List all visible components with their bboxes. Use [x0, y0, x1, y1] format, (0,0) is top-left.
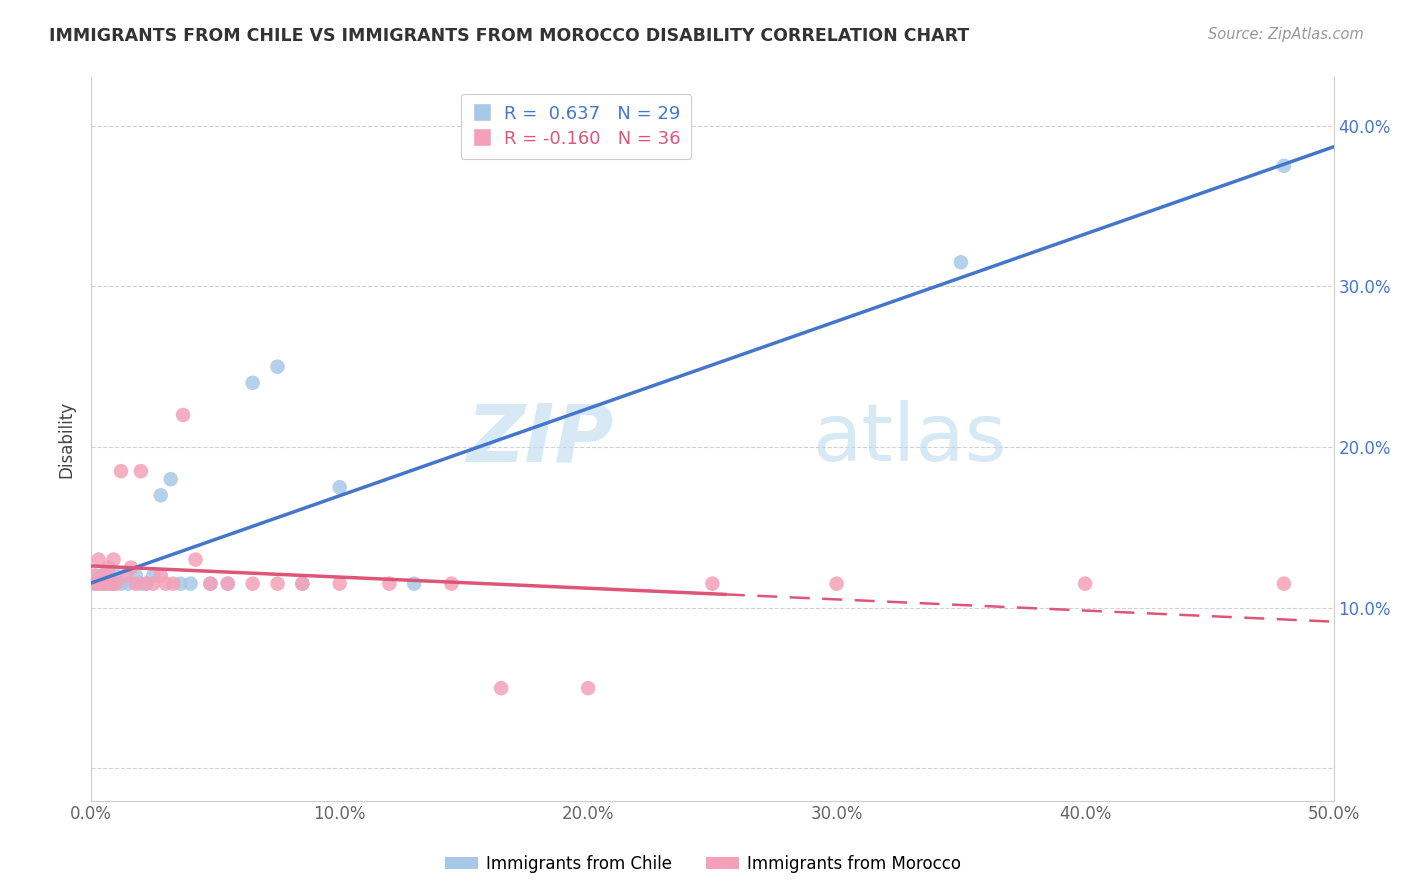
Point	[266, 576, 288, 591]
Point	[440, 576, 463, 591]
Point	[242, 376, 264, 390]
Point	[105, 576, 128, 591]
Point	[97, 560, 120, 574]
Point	[242, 576, 264, 591]
Point	[84, 576, 107, 591]
Point	[1272, 159, 1295, 173]
Point	[217, 576, 239, 591]
Point	[159, 472, 181, 486]
Point	[135, 576, 157, 591]
Point	[90, 568, 112, 582]
Point	[129, 576, 152, 591]
Point	[1272, 576, 1295, 591]
Point	[110, 464, 132, 478]
Point	[329, 480, 352, 494]
Point	[949, 255, 972, 269]
Legend: R =  0.637   N = 29, R = -0.160   N = 36: R = 0.637 N = 29, R = -0.160 N = 36	[461, 94, 692, 159]
Point	[169, 576, 191, 591]
Point	[200, 576, 222, 591]
Point	[180, 576, 202, 591]
Point	[83, 568, 105, 582]
Point	[93, 576, 115, 591]
Point	[90, 576, 112, 591]
Point	[155, 576, 177, 591]
Point	[149, 488, 172, 502]
Point	[83, 576, 105, 591]
Point	[291, 576, 314, 591]
Point	[825, 576, 848, 591]
Point	[184, 552, 207, 566]
Point	[103, 552, 125, 566]
Point	[115, 568, 138, 582]
Point	[329, 576, 352, 591]
Point	[117, 576, 139, 591]
Point	[94, 576, 117, 591]
Point	[1074, 576, 1097, 591]
Point	[149, 568, 172, 582]
Point	[125, 576, 148, 591]
Point	[103, 576, 125, 591]
Text: atlas: atlas	[811, 400, 1007, 478]
Point	[291, 576, 314, 591]
Point	[125, 568, 148, 582]
Point	[120, 560, 142, 574]
Text: Source: ZipAtlas.com: Source: ZipAtlas.com	[1208, 27, 1364, 42]
Point	[378, 576, 401, 591]
Point	[105, 568, 128, 582]
Point	[142, 576, 165, 591]
Point	[135, 576, 157, 591]
Point	[97, 568, 120, 582]
Point	[87, 552, 110, 566]
Text: IMMIGRANTS FROM CHILE VS IMMIGRANTS FROM MOROCCO DISABILITY CORRELATION CHART: IMMIGRANTS FROM CHILE VS IMMIGRANTS FROM…	[49, 27, 970, 45]
Point	[489, 681, 512, 695]
Point	[266, 359, 288, 374]
Point	[100, 576, 122, 591]
Point	[162, 576, 184, 591]
Point	[110, 576, 132, 591]
Point	[87, 576, 110, 591]
Point	[217, 576, 239, 591]
Text: ZIP: ZIP	[465, 400, 613, 478]
Point	[172, 408, 194, 422]
Point	[100, 576, 122, 591]
Point	[200, 576, 222, 591]
Point	[404, 576, 426, 591]
Point	[702, 576, 724, 591]
Point	[576, 681, 599, 695]
Point	[84, 568, 107, 582]
Legend: Immigrants from Chile, Immigrants from Morocco: Immigrants from Chile, Immigrants from M…	[439, 848, 967, 880]
Point	[129, 464, 152, 478]
Point	[93, 568, 115, 582]
Point	[94, 576, 117, 591]
Point	[142, 568, 165, 582]
Y-axis label: Disability: Disability	[58, 401, 75, 477]
